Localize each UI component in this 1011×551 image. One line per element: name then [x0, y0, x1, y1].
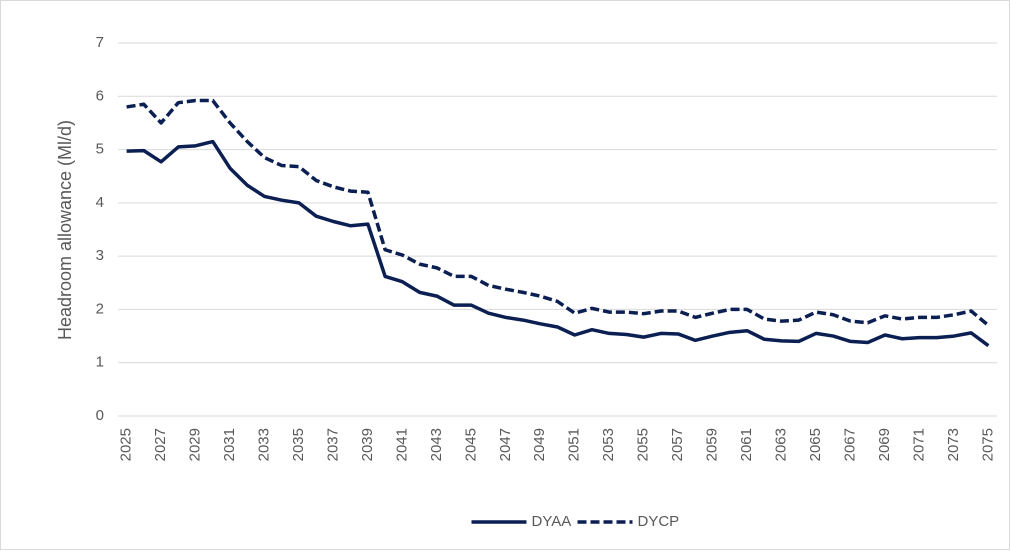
y-tick-label: 2	[96, 300, 104, 317]
x-tick-label: 2025	[118, 428, 135, 461]
x-tick-label: 2065	[807, 428, 824, 461]
x-tick-label: 2037	[324, 428, 341, 461]
legend-label: DYCP	[638, 513, 680, 530]
x-tick-label: 2061	[738, 428, 755, 461]
y-tick-label: 1	[96, 354, 104, 371]
y-tick-label: 7	[96, 34, 104, 51]
x-tick-label: 2075	[979, 428, 996, 461]
y-tick-label: 0	[96, 407, 104, 424]
y-tick-label: 6	[96, 87, 104, 104]
x-tick-label: 2041	[393, 428, 410, 461]
x-tick-label: 2063	[773, 428, 790, 461]
x-tick-label: 2055	[635, 428, 652, 461]
y-tick-label: 3	[96, 247, 104, 264]
series-line	[126, 139, 990, 348]
x-tick-label: 2027	[152, 428, 169, 461]
legend-label: DYAA	[532, 513, 572, 530]
y-axis-title: Headroom allowance (Ml/d)	[55, 120, 75, 340]
x-tick-label: 2069	[876, 428, 893, 461]
x-tick-label: 2051	[566, 428, 583, 461]
x-tick-label: 2071	[910, 428, 927, 461]
x-tick-label: 2035	[290, 428, 307, 461]
x-tick-label: 2029	[187, 428, 204, 461]
series-line	[126, 98, 990, 327]
x-tick-label: 2067	[841, 428, 858, 461]
x-tick-label: 2053	[600, 428, 617, 461]
y-tick-label: 4	[96, 194, 104, 211]
y-tick-label: 5	[96, 141, 104, 158]
x-tick-label: 2073	[945, 428, 962, 461]
x-tick-label: 2049	[531, 428, 548, 461]
x-tick-label: 2031	[221, 428, 238, 461]
x-tick-label: 2045	[462, 428, 479, 461]
x-tick-label: 2039	[359, 428, 376, 461]
x-tick-label: 2033	[255, 428, 272, 461]
x-tick-label: 2047	[497, 428, 514, 461]
x-tick-label: 2043	[428, 428, 445, 461]
x-tick-label: 2059	[704, 428, 721, 461]
x-tick-label: 2057	[669, 428, 686, 461]
